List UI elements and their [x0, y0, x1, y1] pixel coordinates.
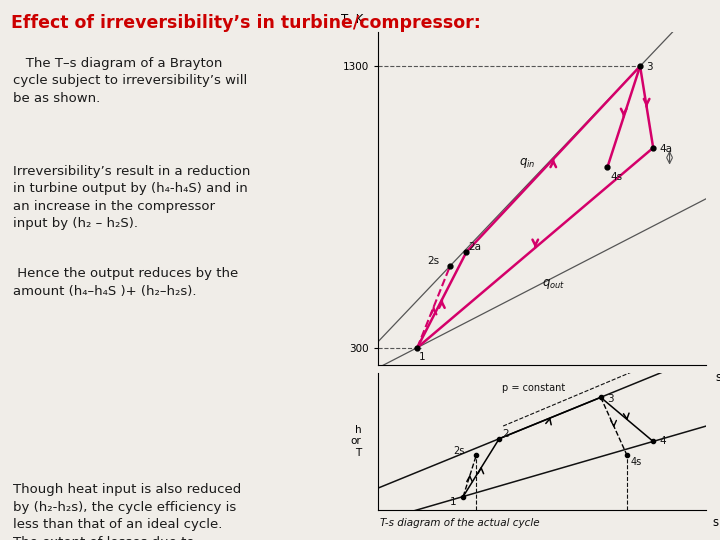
Text: 2a: 2a [468, 242, 481, 252]
Text: The T–s diagram of a Brayton
cycle subject to irreversibility’s will
be as shown: The T–s diagram of a Brayton cycle subje… [13, 57, 247, 105]
Text: 3: 3 [647, 63, 653, 72]
Text: 4a: 4a [660, 144, 672, 154]
Text: 1: 1 [419, 352, 426, 362]
Text: $q_{in}$: $q_{in}$ [519, 156, 535, 170]
X-axis label: s: s [712, 516, 719, 529]
Text: 2: 2 [503, 429, 509, 440]
Text: $q_{out}$: $q_{out}$ [541, 276, 565, 291]
Text: p = constant: p = constant [503, 382, 566, 393]
Text: 1: 1 [450, 497, 456, 507]
Text: Though heat input is also reduced
by (h₂-h₂s), the cycle efficiency is
less than: Though heat input is also reduced by (h₂… [13, 483, 250, 540]
Text: 4s: 4s [630, 457, 642, 467]
Text: 3: 3 [608, 394, 614, 403]
Text: 2s: 2s [454, 446, 464, 456]
Text: 4s: 4s [611, 172, 623, 182]
Text: T-s diagram of the actual cycle: T-s diagram of the actual cycle [380, 518, 540, 529]
Y-axis label: h
or
T: h or T [351, 425, 361, 458]
Text: 2s: 2s [427, 256, 439, 266]
Y-axis label: T, K: T, K [341, 13, 363, 26]
Text: Irreversibility’s result in a reduction
in turbine output by (h₄-h₄S) and in
an : Irreversibility’s result in a reduction … [13, 165, 251, 230]
Text: 4: 4 [660, 436, 667, 446]
X-axis label: s: s [716, 371, 720, 384]
Text: Hence the output reduces by the
amount (h₄–h₄S )+ (h₂–h₂s).: Hence the output reduces by the amount (… [13, 267, 238, 298]
Text: Effect of irreversibility’s in turbine/compressor:: Effect of irreversibility’s in turbine/c… [11, 14, 481, 31]
